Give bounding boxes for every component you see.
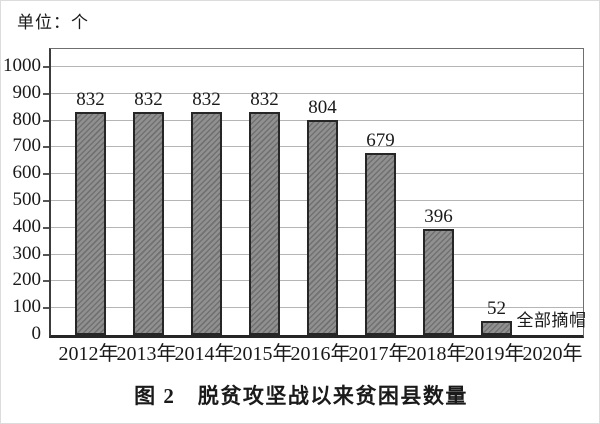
- y-tick-label: 800: [12, 109, 42, 130]
- bar-2014年: [191, 112, 222, 335]
- y-tick-mark: [43, 173, 49, 175]
- bar-value-label: 679: [366, 130, 395, 151]
- annotation-quanbu-zhaimao: 全部摘帽: [516, 311, 587, 330]
- y-tick-mark: [43, 200, 49, 202]
- y-tick-mark: [43, 280, 49, 282]
- bar-2016年: [307, 120, 338, 335]
- y-tick-label: 0: [31, 323, 42, 344]
- y-tick-label: 500: [12, 189, 42, 210]
- bar-value-label: 396: [424, 206, 453, 227]
- bar-value-label: 832: [192, 89, 221, 110]
- y-tick-label: 100: [12, 296, 42, 317]
- y-tick-label: 900: [12, 82, 42, 103]
- y-tick-label: 300: [12, 243, 42, 264]
- bar-value-label: 832: [250, 89, 279, 110]
- x-tick-label: 2020年: [522, 343, 583, 365]
- gridline: [51, 66, 583, 67]
- y-tick-mark: [43, 120, 49, 122]
- bar-2015年: [249, 112, 280, 335]
- bar-value-label: 832: [76, 89, 105, 110]
- bar-value-label: 52: [487, 298, 506, 319]
- x-tick-label: 2014年: [174, 343, 235, 365]
- bar-2019年: [481, 321, 512, 335]
- unit-label: 单位：个: [17, 13, 89, 32]
- bar-2017年: [365, 153, 396, 335]
- x-axis-labels: 2012年 2013年 2014年 2015年 2016年 2017年 2018年 2019年…: [49, 343, 584, 367]
- y-tick-mark: [43, 146, 49, 148]
- bar-value-label: 832: [134, 89, 163, 110]
- y-tick-label: 600: [12, 162, 42, 183]
- y-tick-label: 200: [12, 269, 42, 290]
- y-tick-mark: [43, 227, 49, 229]
- x-tick-label: 2018年: [406, 343, 467, 365]
- gridline: [51, 93, 583, 94]
- x-tick-label: 2015年: [232, 343, 293, 365]
- plot-area: 0 100 200 300 400 500 600 700 800 900 1000 832 832 83…: [3, 48, 587, 343]
- bar-2013年: [133, 112, 164, 335]
- figure-caption: 图 2 脱贫攻坚战以来贫困县数量: [134, 384, 468, 408]
- bar-value-label: 804: [308, 97, 337, 118]
- y-tick-label: 700: [12, 135, 42, 156]
- x-tick-label: 2013年: [116, 343, 177, 365]
- bar-2012年: [75, 112, 106, 335]
- x-tick-label: 2019年: [464, 343, 525, 365]
- y-tick-mark: [43, 254, 49, 256]
- y-tick-mark: [43, 93, 49, 95]
- x-tick-label: 2012年: [58, 343, 119, 365]
- x-tick-label: 2016年: [290, 343, 351, 365]
- x-tick-label: 2017年: [348, 343, 409, 365]
- y-tick-mark: [43, 307, 49, 309]
- bar-2018年: [423, 229, 454, 335]
- y-tick-label: 1000: [3, 55, 41, 76]
- y-tick-label: 400: [12, 216, 42, 237]
- y-tick-mark: [43, 66, 49, 68]
